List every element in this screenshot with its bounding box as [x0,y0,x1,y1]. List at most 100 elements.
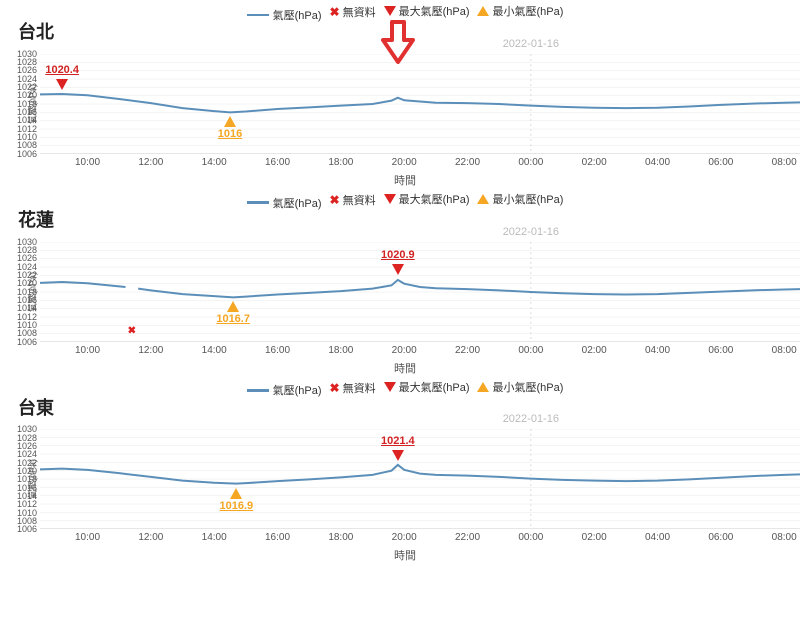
legend-line-swatch [247,389,269,392]
city-title: 台北 [18,18,54,44]
x-tick: 20:00 [392,529,417,543]
x-tick: 22:00 [455,154,480,168]
legend-line-swatch [247,14,269,17]
max-value-label: 1021.4 [381,435,415,447]
max-marker-icon [56,79,68,90]
x-tick: 06:00 [708,529,733,543]
legend-pressure: 氣壓(hPa) [247,195,322,211]
x-tick: 06:00 [708,154,733,168]
max-marker-icon [392,450,404,461]
x-tick: 04:00 [645,529,670,543]
x-tick: 04:00 [645,154,670,168]
max-value-label: 1020.4 [45,64,79,76]
x-axis-label: 時間 [0,360,810,376]
x-icon: ✖ [330,5,340,19]
pressure-line [138,279,800,297]
chart-block-0: 氣壓(hPa) ✖無資料 最大氣壓(hPa) 最小氣壓(hPa) 台北氣壓(hPa)10… [0,0,810,188]
min-marker-icon [224,116,236,127]
triangle-down-icon [384,6,396,16]
pressure-line [40,282,126,287]
plot-wrap: 氣壓(hPa)100610081010101210141016101810201… [0,401,810,563]
triangle-up-icon [477,382,489,392]
x-tick: 00:00 [518,154,543,168]
legend-min-label: 最小氣壓(hPa) [492,3,563,19]
x-icon: ✖ [330,381,340,395]
x-tick: 18:00 [328,529,353,543]
legend-max: 最大氣壓(hPa) [384,3,470,19]
date-label: 2022-01-16 [503,413,559,425]
x-tick: 18:00 [328,154,353,168]
missing-data-icon: ✖ [128,326,136,337]
legend-nodata-label: 無資料 [343,4,376,20]
date-label: 2022-01-16 [503,226,559,238]
legend-nodata-label: 無資料 [343,192,376,208]
legend-max-label: 最大氣壓(hPa) [399,3,470,19]
legend-pressure-label: 氣壓(hPa) [273,195,322,211]
x-tick: 16:00 [265,529,290,543]
x-tick: 00:00 [518,529,543,543]
x-tick: 16:00 [265,154,290,168]
x-tick: 22:00 [455,342,480,356]
x-icon: ✖ [330,193,340,207]
y-tick: 1030 [17,237,40,247]
x-tick: 14:00 [202,154,227,168]
plot-wrap: 氣壓(hPa)100610081010101210141016101810201… [0,26,810,188]
max-value-label: 1020.9 [381,249,415,261]
min-marker-icon [227,301,239,312]
plot-wrap: 氣壓(hPa)100610081010101210141016101810201… [0,214,810,376]
plot-svg [40,54,800,154]
city-title: 台東 [18,394,54,420]
min-marker-icon [230,488,242,499]
x-tick: 22:00 [455,529,480,543]
legend-max: 最大氣壓(hPa) [384,379,470,395]
x-tick: 14:00 [202,529,227,543]
x-tick: 18:00 [328,342,353,356]
city-title: 花蓮 [18,206,54,232]
legend-min-label: 最小氣壓(hPa) [492,191,563,207]
x-tick: 02:00 [582,529,607,543]
legend-min-label: 最小氣壓(hPa) [492,379,563,395]
x-tick: 02:00 [582,154,607,168]
plot-svg [40,242,800,342]
triangle-down-icon [384,382,396,392]
annotation-arrow-icon [381,20,415,69]
x-axis-label: 時間 [0,547,810,563]
legend-pressure: 氣壓(hPa) [247,7,322,23]
triangle-up-icon [477,194,489,204]
x-tick: 02:00 [582,342,607,356]
y-tick: 1030 [17,424,40,434]
plot-area: 氣壓(hPa)100610081010101210141016101810201… [40,242,800,342]
x-tick: 12:00 [138,529,163,543]
x-tick: 14:00 [202,342,227,356]
legend-max-label: 最大氣壓(hPa) [399,379,470,395]
x-tick: 20:00 [392,342,417,356]
triangle-up-icon [477,6,489,16]
chart-block-1: 氣壓(hPa)✖無資料最大氣壓(hPa)最小氣壓(hPa)花蓮氣壓(hPa)10… [0,188,810,376]
plot-area: 氣壓(hPa)100610081010101210141016101810201… [40,54,800,154]
x-tick: 16:00 [265,342,290,356]
legend-min: 最小氣壓(hPa) [477,191,563,207]
legend-min: 最小氣壓(hPa) [477,3,563,19]
pressure-line [40,465,800,484]
x-tick: 08:00 [772,342,797,356]
min-value-label: 1016 [218,128,242,140]
x-tick: 08:00 [772,154,797,168]
triangle-down-icon [384,194,396,204]
legend-nodata: ✖無資料 [330,380,376,396]
x-tick: 06:00 [708,342,733,356]
pressure-line [40,94,800,112]
plot-svg [40,429,800,529]
x-tick: 08:00 [772,529,797,543]
legend-pressure: 氣壓(hPa) [247,382,322,398]
date-label: 2022-01-16 [503,38,559,50]
x-tick: 12:00 [138,154,163,168]
legend-max-label: 最大氣壓(hPa) [399,191,470,207]
legend-nodata-label: 無資料 [343,380,376,396]
legend-max: 最大氣壓(hPa) [384,191,470,207]
plot-area: 氣壓(hPa)100610081010101210141016101810201… [40,429,800,529]
min-value-label: 1016.9 [220,500,254,512]
legend-min: 最小氣壓(hPa) [477,379,563,395]
x-tick: 20:00 [392,154,417,168]
x-tick: 10:00 [75,154,100,168]
legend-pressure-label: 氣壓(hPa) [273,382,322,398]
